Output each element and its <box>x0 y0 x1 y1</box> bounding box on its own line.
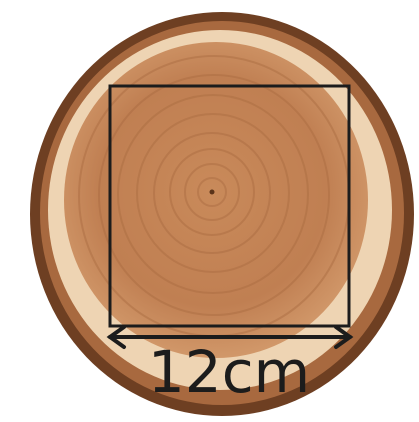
dimension-label: 12cm <box>148 338 310 406</box>
page: 12cm (() => { const data = JSON.parse(do… <box>0 0 419 422</box>
scene: 12cm <box>0 0 419 422</box>
pith <box>210 190 215 195</box>
